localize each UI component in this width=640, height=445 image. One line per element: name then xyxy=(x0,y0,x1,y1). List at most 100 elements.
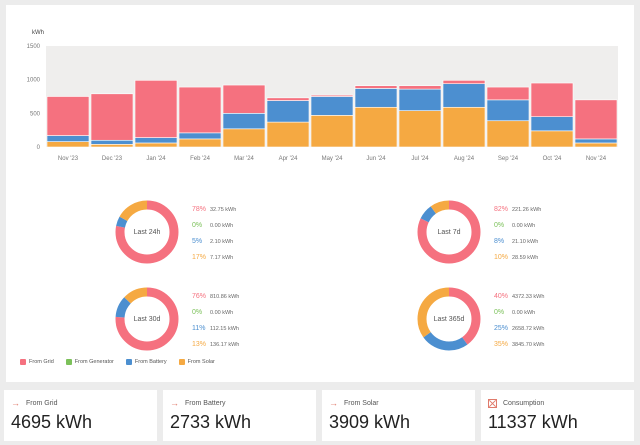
bar-segment-from-battery[interactable] xyxy=(530,116,574,132)
bar-segment-from-grid[interactable] xyxy=(90,93,134,141)
donut-percentage: 35% xyxy=(494,341,509,348)
donut-percentage: 0% xyxy=(192,222,203,229)
donut-energy-value: 0.00 kWh xyxy=(210,223,234,229)
bar-segment-from-grid[interactable] xyxy=(310,94,354,97)
donut-percentage: 78% xyxy=(192,206,207,213)
bar-segment-from-solar[interactable] xyxy=(442,106,486,148)
bar-segment-from-battery[interactable] xyxy=(310,96,354,116)
chart-legend: From Grid From Generator From Battery Fr… xyxy=(20,359,215,365)
donut-legend-row: 8% 21.10 kWh xyxy=(494,231,541,247)
bar-segment-from-solar[interactable] xyxy=(46,141,90,148)
donut-chart xyxy=(115,200,179,264)
bar-segment-from-battery[interactable] xyxy=(442,83,486,108)
donut-legend-row: 13% 136.17 kWh xyxy=(192,334,239,350)
donut-energy-value: 221.26 kWh xyxy=(512,207,542,213)
donut-percentage: 82% xyxy=(494,206,509,213)
card-title: From Solar xyxy=(344,400,379,407)
donut-legend-row: 35% 3845.70 kWh xyxy=(494,334,544,350)
card-value: 2733 kWh xyxy=(170,412,252,432)
donut-legend-row: 17% 7.17 kWh xyxy=(192,247,236,263)
x-tick-label: May '24 xyxy=(322,156,343,162)
donut-legend-row: 10% 28.59 kWh xyxy=(494,247,541,263)
donut-slice[interactable] xyxy=(115,287,179,351)
bar-segment-from-grid[interactable] xyxy=(178,86,222,134)
bar-segment-from-solar[interactable] xyxy=(486,120,530,148)
card-value: 4695 kWh xyxy=(11,412,93,432)
donut-percentage: 17% xyxy=(192,254,207,261)
donut-legend: 76% 810.86 kWh 0% 0.00 kWh 11% 112.15 kWh 13% 1… xyxy=(192,286,239,350)
legend-item-grid[interactable]: From Grid xyxy=(20,359,54,365)
donut-legend-row: 11% 112.15 kWh xyxy=(192,318,239,334)
bar-segment-from-solar[interactable] xyxy=(354,106,398,148)
donut-slice[interactable] xyxy=(417,200,481,264)
bar-segment-from-battery[interactable] xyxy=(134,137,178,144)
x-tick-label: Aug '24 xyxy=(454,156,475,162)
bar-segment-from-solar[interactable] xyxy=(134,142,178,148)
donut-energy-value: 0.00 kWh xyxy=(210,310,234,316)
donut-slice[interactable] xyxy=(115,200,179,264)
bar-segment-from-solar[interactable] xyxy=(178,138,222,148)
bar-segment-from-grid[interactable] xyxy=(442,80,486,85)
donut-energy-value: 21.10 kWh xyxy=(512,239,539,245)
y-tick-label: 1500 xyxy=(27,44,41,50)
donut-legend-row: 5% 2.10 kWh xyxy=(192,231,236,247)
legend-item-generator[interactable]: From Generator xyxy=(65,359,114,365)
bar-segment-from-grid[interactable] xyxy=(574,99,618,140)
bar-segment-from-battery[interactable] xyxy=(354,88,398,108)
bar-segment-from-solar[interactable] xyxy=(266,121,310,148)
bar-segment-from-battery[interactable] xyxy=(46,135,90,142)
bar-segment-from-battery[interactable] xyxy=(222,113,266,130)
bar-segment-from-grid[interactable] xyxy=(486,86,530,101)
bar-segment-from-battery[interactable] xyxy=(266,100,310,123)
donut-percentage: 0% xyxy=(494,309,505,316)
bar-segment-from-solar[interactable] xyxy=(310,115,354,148)
legend-label: From Solar xyxy=(187,359,215,365)
card-title: Consumption xyxy=(503,400,545,407)
legend-swatch xyxy=(178,359,185,365)
legend-item-solar[interactable]: From Solar xyxy=(178,359,215,365)
donut-energy-value: 0.00 kWh xyxy=(512,223,536,229)
bar-segment-from-grid[interactable] xyxy=(46,96,90,136)
bar-segment-from-grid[interactable] xyxy=(134,80,178,138)
donut-period-label: Last 24h xyxy=(133,228,161,236)
bar-segment-from-battery[interactable] xyxy=(486,99,530,122)
donut-slice[interactable] xyxy=(417,287,481,351)
bar-segment-from-solar[interactable] xyxy=(90,144,134,148)
bar-segment-from-grid[interactable] xyxy=(354,85,398,89)
consumption-box-icon xyxy=(488,399,497,408)
donut-legend-row: 40% 4372.33 kWh xyxy=(494,286,544,302)
donut-legend-row: 0% 0.00 kWh xyxy=(494,302,544,318)
bar-segment-from-grid[interactable] xyxy=(222,84,266,114)
donut-slice[interactable] xyxy=(417,287,481,351)
y-axis-label: kWh xyxy=(32,30,44,36)
donut-legend: 78% 32.75 kWh 0% 0.00 kWh 5% 2.10 kWh 17% 7.17 … xyxy=(192,199,236,263)
bar-segment-from-grid[interactable] xyxy=(398,85,442,90)
donut-energy-value: 112.15 kWh xyxy=(210,326,239,332)
donut-chart xyxy=(417,200,481,264)
donut-percentage: 10% xyxy=(494,254,509,261)
legend-item-battery[interactable]: From Battery xyxy=(125,359,167,365)
bar-segment-from-battery[interactable] xyxy=(574,138,618,144)
donut-legend-row: 82% 221.26 kWh xyxy=(494,199,541,215)
bar-segment-from-grid[interactable] xyxy=(266,97,310,101)
x-tick-label: Nov '23 xyxy=(58,156,79,162)
donut-period-label: Last 30d xyxy=(133,315,161,323)
donut-percentage: 13% xyxy=(192,341,207,348)
bar-segment-from-battery[interactable] xyxy=(90,139,134,145)
bar-segment-from-solar[interactable] xyxy=(574,142,618,148)
bar-segment-from-battery[interactable] xyxy=(178,132,222,140)
donut-percentage: 11% xyxy=(192,325,206,332)
bar-segment-from-battery[interactable] xyxy=(398,88,442,111)
donut-energy-value: 4372.33 kWh xyxy=(512,294,545,300)
bar-segment-from-solar[interactable] xyxy=(398,110,442,148)
bar-segment-from-solar[interactable] xyxy=(530,130,574,148)
legend-label: From Battery xyxy=(134,359,167,365)
donut-energy-value: 32.75 kWh xyxy=(210,207,237,213)
x-tick-label: Dec '23 xyxy=(102,156,123,162)
donut-percentage: 8% xyxy=(494,238,505,245)
arrow-right-icon: → xyxy=(170,398,179,408)
donut-legend-row: 25% 2658.72 kWh xyxy=(494,318,544,334)
bar-segment-from-solar[interactable] xyxy=(222,128,266,148)
x-tick-label: Jul '24 xyxy=(411,156,429,162)
bar-segment-from-grid[interactable] xyxy=(530,82,574,118)
